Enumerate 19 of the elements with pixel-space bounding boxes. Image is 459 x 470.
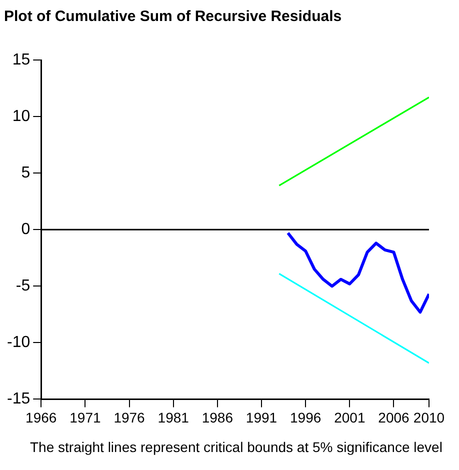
x-tick-label: 1966 — [26, 409, 57, 426]
y-tick-label: 0 — [21, 221, 30, 238]
chart-title: Plot of Cumulative Sum of Recursive Residuals — [4, 8, 342, 26]
x-tick-label: 1996 — [290, 409, 322, 426]
y-tick-label: -5 — [16, 278, 30, 295]
x-tick-label: 2001 — [334, 409, 366, 426]
x-tick-label: 1991 — [246, 409, 278, 426]
y-tick-label: -15 — [7, 390, 30, 408]
y-tick-label: 5 — [21, 164, 30, 182]
x-tick-label: 1986 — [202, 409, 234, 426]
x-tick-label: 2010 — [413, 409, 445, 426]
y-tick-label: 15 — [12, 51, 30, 68]
x-tick-label: 1976 — [114, 409, 146, 426]
x-tick-label: 1971 — [70, 409, 101, 426]
x-tick-label: 1981 — [158, 409, 190, 426]
y-tick-label: -10 — [7, 334, 30, 352]
text: The straight lines represent critical bounds at 5% significance level — [30, 438, 442, 455]
y-tick-label: 10 — [12, 108, 30, 125]
x-tick-label: 2006 — [378, 409, 410, 426]
